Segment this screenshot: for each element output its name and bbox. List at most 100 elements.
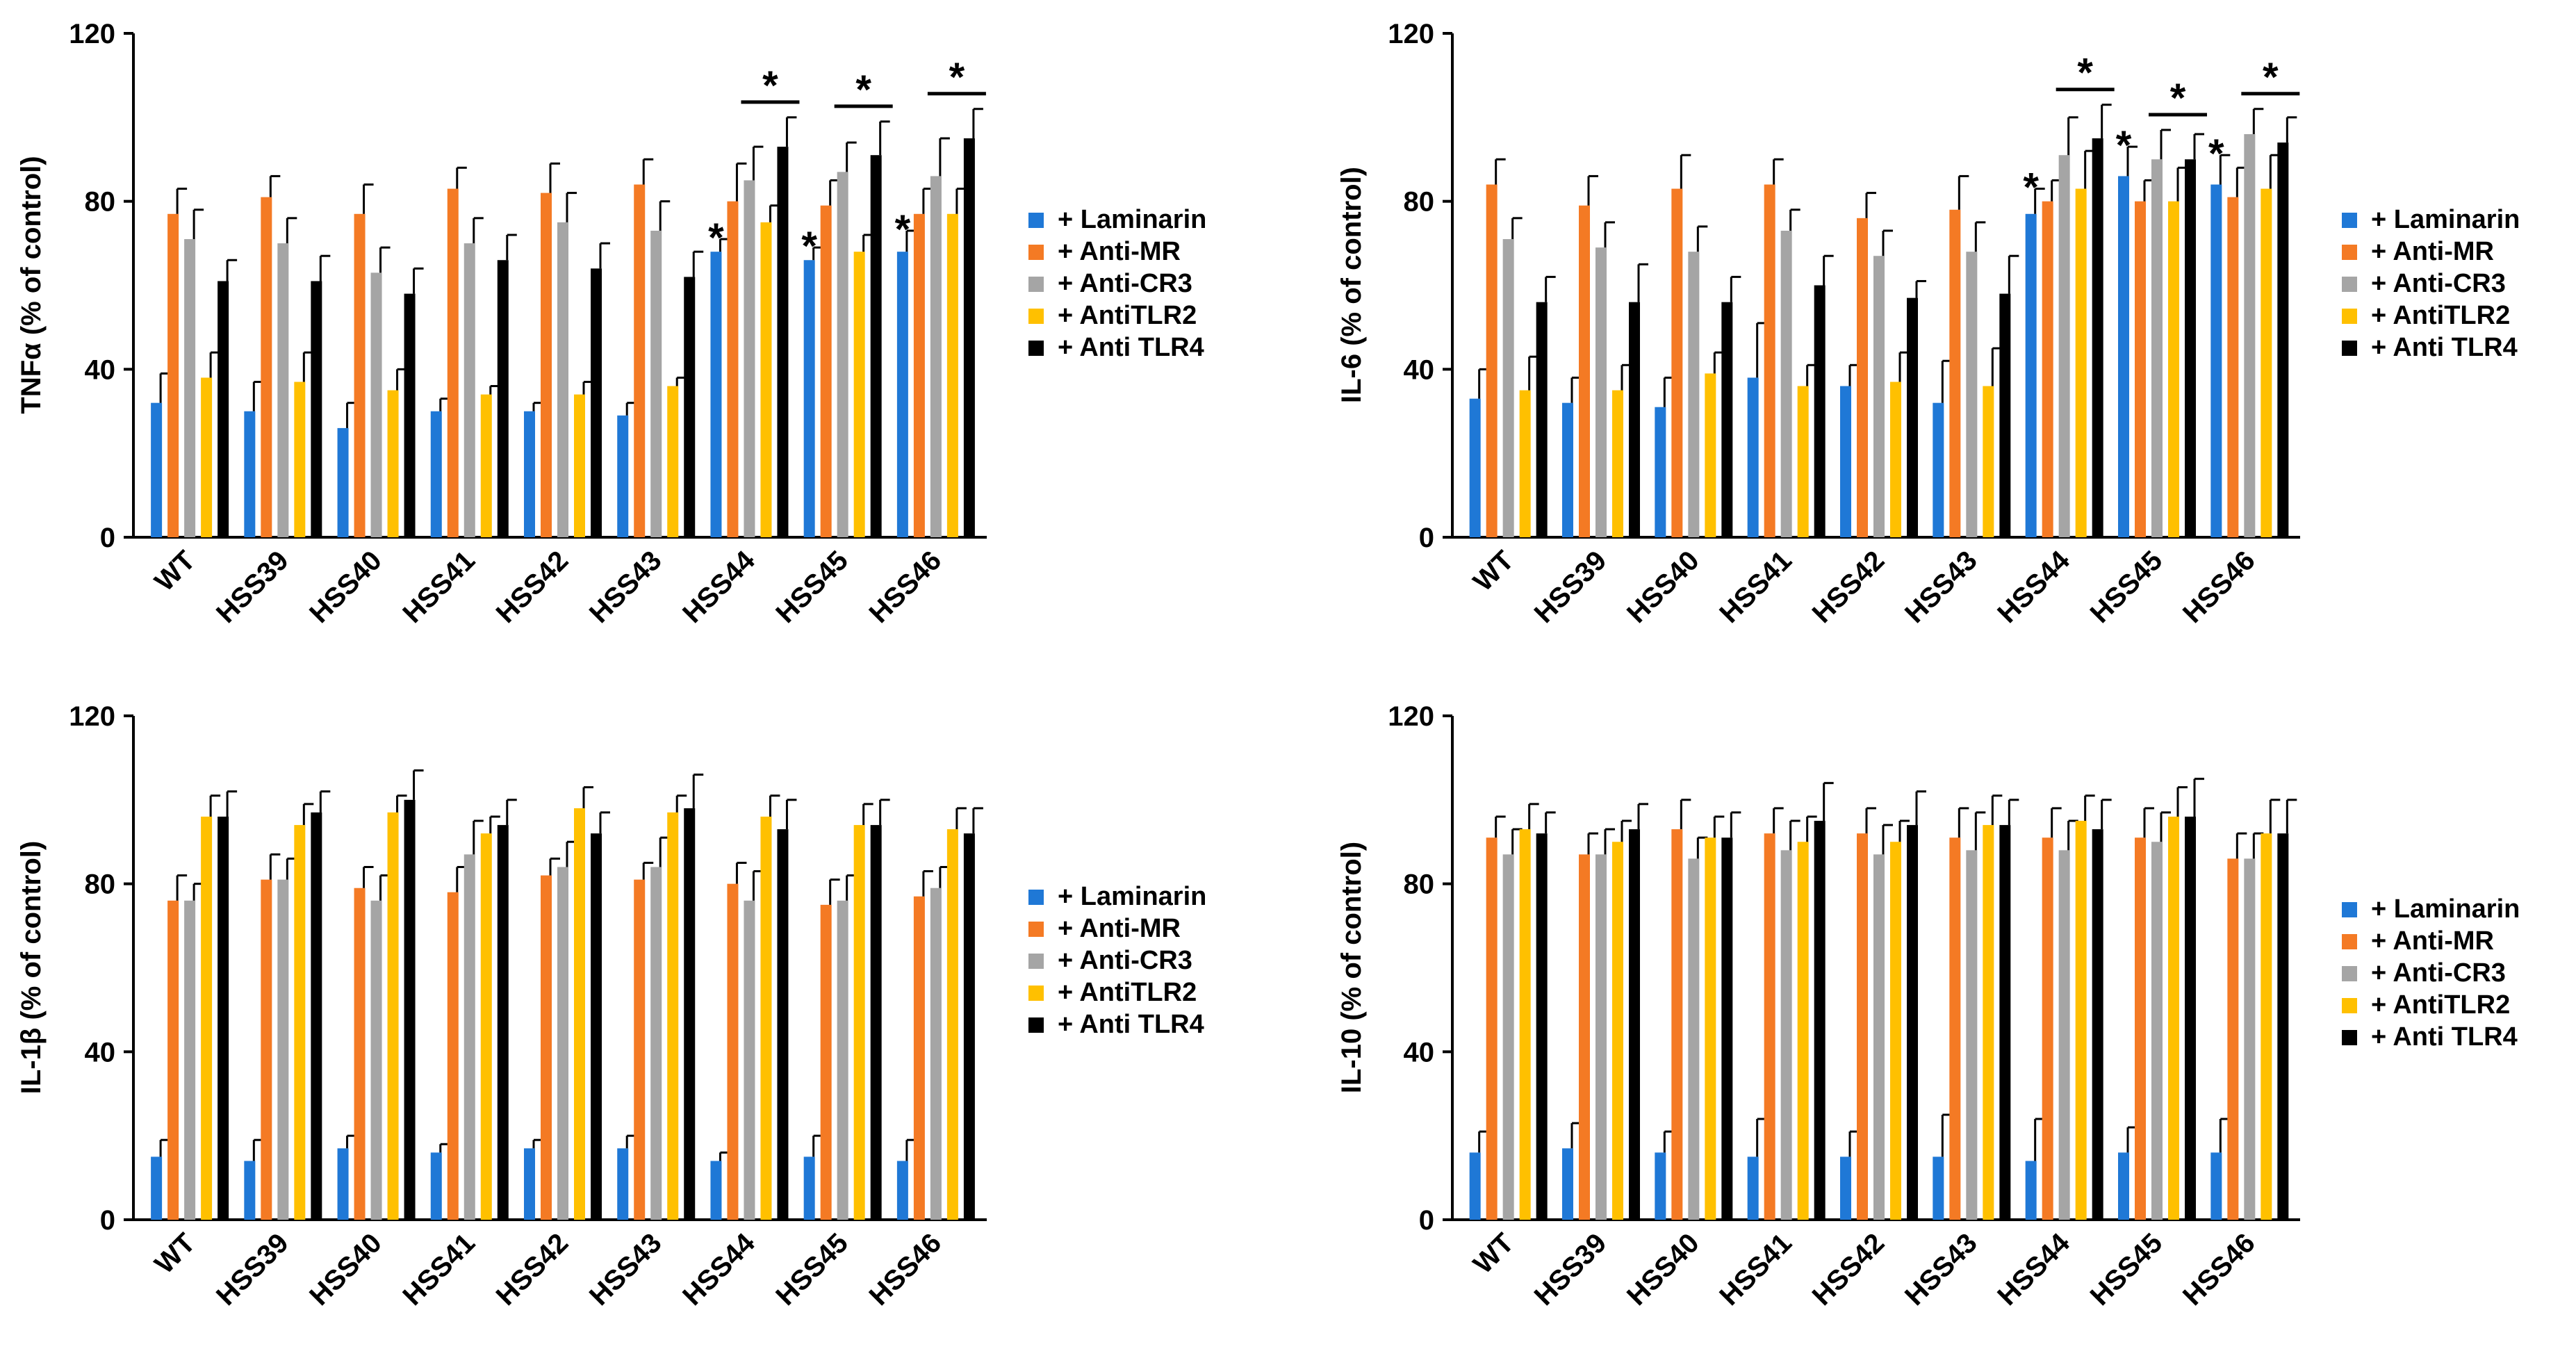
bar-anti-cr3 <box>463 854 475 1220</box>
bar-group-hss46 <box>2210 108 2297 538</box>
significance-star: * <box>2263 55 2279 100</box>
bar-antitlr2 <box>574 808 585 1220</box>
bar-group-hss42 <box>524 162 610 537</box>
bar-antitlr2 <box>2261 833 2272 1220</box>
x-tick-label: HSS42 <box>491 545 575 629</box>
legend-swatch <box>1028 277 1044 292</box>
y-tick-label: 0 <box>1419 1205 1434 1236</box>
bar-laminarin <box>2025 1161 2037 1220</box>
bar-anti-cr3 <box>1873 854 1885 1220</box>
bar-anti-tlr4 <box>2092 829 2103 1220</box>
bar-anti-cr3 <box>277 879 289 1220</box>
bar-group-wt <box>1469 803 1556 1220</box>
bar-anti-cr3 <box>930 888 942 1220</box>
bar-laminarin <box>1655 1152 1666 1220</box>
bar-anti-cr3 <box>744 900 755 1220</box>
bar-laminarin <box>1747 1156 1759 1220</box>
bar-anti-tlr4 <box>1629 829 1640 1220</box>
x-tick-label: HSS46 <box>2177 1227 2261 1311</box>
y-tick-label: 40 <box>1404 1037 1435 1068</box>
bar-antitlr2 <box>480 394 492 537</box>
bar-anti-tlr4 <box>870 825 882 1220</box>
bar-anti-mr <box>2042 837 2053 1220</box>
bar-anti-tlr4 <box>777 829 789 1220</box>
x-tick-label: HSS40 <box>304 1227 388 1311</box>
legend-label: + Anti-CR3 <box>1058 269 1192 298</box>
bar-anti-tlr4 <box>963 138 975 537</box>
bar-laminarin <box>2025 213 2037 537</box>
bar-anti-mr <box>913 213 925 537</box>
x-tick-label: WT <box>1468 545 1520 597</box>
bar-laminarin <box>1933 402 1944 537</box>
bar-anti-tlr4 <box>2185 817 2196 1220</box>
bar-anti-mr <box>2227 858 2239 1220</box>
bar-laminarin <box>2118 1152 2129 1220</box>
bar-laminarin <box>1562 1148 1573 1220</box>
bar-anti-tlr4 <box>497 260 509 537</box>
y-tick-label: 40 <box>85 1037 116 1068</box>
x-tick-label: HSS45 <box>2085 545 2169 629</box>
bar-group-hss44 <box>710 794 797 1220</box>
bar-group-wt <box>151 188 238 537</box>
bar-antitlr2 <box>574 394 585 537</box>
bar-laminarin <box>803 260 815 537</box>
bar-anti-cr3 <box>1966 850 1978 1220</box>
bar-laminarin <box>1840 386 1851 537</box>
legend-label: + Anti TLR4 <box>2371 1022 2518 1052</box>
bar-laminarin <box>2210 184 2222 537</box>
bar-anti-tlr4 <box>1629 302 1640 537</box>
bar-group-hss45 <box>803 120 890 538</box>
bar-anti-tlr4 <box>497 825 509 1220</box>
bar-group-hss43 <box>617 158 704 537</box>
bar-anti-cr3 <box>837 172 848 537</box>
bar-group-hss43 <box>617 774 704 1220</box>
x-tick-label: HSS44 <box>1992 1227 2076 1311</box>
bar-anti-tlr4 <box>1814 285 1826 537</box>
legend-swatch <box>2342 902 2357 917</box>
bar-anti-cr3 <box>1502 239 1514 537</box>
legend-swatch <box>1028 341 1044 356</box>
legend-label: + Laminarin <box>1058 205 1206 234</box>
legend-swatch <box>1028 213 1044 228</box>
y-tick-label: 0 <box>100 1205 115 1236</box>
bar-laminarin <box>1562 402 1573 537</box>
bar-anti-mr <box>541 875 552 1220</box>
bar-anti-cr3 <box>1595 247 1607 537</box>
significance-star: * <box>2116 123 2132 168</box>
bar-antitlr2 <box>2075 188 2087 537</box>
bar-anti-mr <box>447 892 459 1220</box>
bar-group-hss40 <box>337 183 424 537</box>
bar-group-hss39 <box>244 790 331 1220</box>
legend: + Laminarin+ Anti-MR+ Anti-CR3+ AntiTLR2… <box>2342 894 2520 1052</box>
bar-group-hss45 <box>2118 129 2204 537</box>
bar-anti-cr3 <box>2244 134 2256 537</box>
bar-laminarin <box>1747 377 1759 537</box>
bar-laminarin <box>151 1156 163 1220</box>
y-axis-label: TNFα (% of control) <box>16 156 47 414</box>
bar-laminarin <box>617 415 629 537</box>
bar-anti-cr3 <box>1966 252 1978 537</box>
x-tick-label: HSS39 <box>211 545 295 629</box>
bar-anti-tlr4 <box>870 155 882 538</box>
bar-group-hss46 <box>896 108 983 537</box>
bar-antitlr2 <box>667 386 679 537</box>
bar-laminarin <box>2118 176 2129 537</box>
bar-laminarin <box>803 1156 815 1220</box>
bar-anti-mr <box>447 188 459 537</box>
x-tick-label: HSS45 <box>770 1227 854 1311</box>
bar-anti-cr3 <box>2151 159 2163 537</box>
bar-laminarin <box>244 1161 256 1220</box>
bar-group-hss39 <box>1562 803 1648 1220</box>
x-tick-label: HSS43 <box>584 545 668 629</box>
bar-anti-tlr4 <box>1999 293 2011 537</box>
bar-antitlr2 <box>294 825 306 1220</box>
x-tick-label: HSS40 <box>304 545 388 629</box>
x-tick-label: HSS43 <box>584 1227 668 1311</box>
x-tick-label: HSS46 <box>864 1227 948 1311</box>
bar-anti-tlr4 <box>2277 142 2289 538</box>
x-tick-label: HSS39 <box>1529 545 1613 629</box>
bar-anti-mr <box>1671 829 1683 1220</box>
bar-antitlr2 <box>1797 386 1809 537</box>
x-tick-label: WT <box>149 1227 201 1279</box>
